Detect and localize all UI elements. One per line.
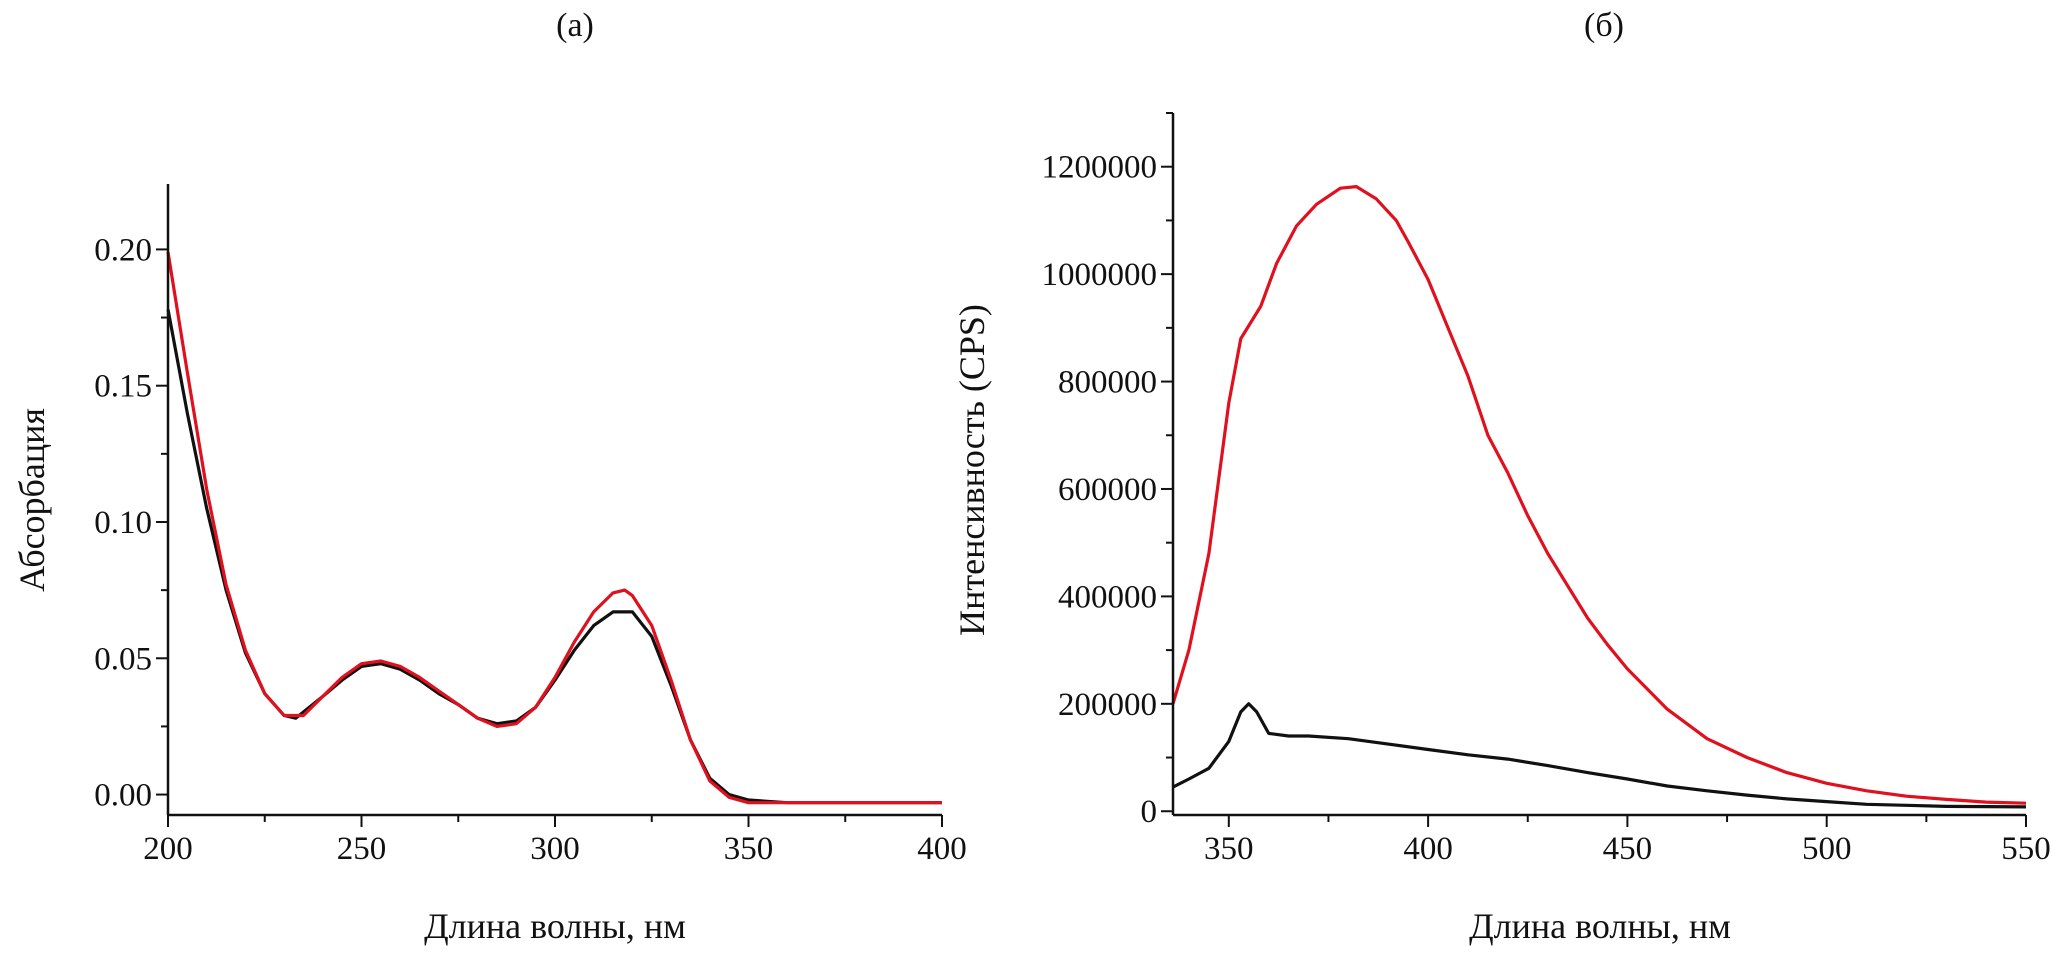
panel-a-x-axis-label: Длина волны, нм xyxy=(424,906,686,946)
panel-a-y-tick-label: 0.15 xyxy=(94,369,152,405)
panel-b-x-tick-label: 550 xyxy=(2001,831,2051,867)
panel-b-y-tick-label: 800000 xyxy=(1058,365,1157,401)
panel-a-y-tick-label: 0.00 xyxy=(94,778,152,814)
panel-b-x-tick-label: 350 xyxy=(1204,831,1254,867)
panel-b-x-tick-label: 500 xyxy=(1802,831,1852,867)
panel-b-y-tick-label: 200000 xyxy=(1058,687,1157,723)
panel-a-y-tick-label: 0.05 xyxy=(94,641,152,677)
panel-a-x-tick-label: 250 xyxy=(337,831,387,867)
panel-b-x-tick-label: 400 xyxy=(1403,831,1453,867)
panel-a-absorbance-chart: (а) Длина волны, нм Абсорбация 200 250 300… xyxy=(12,7,967,946)
panel-a-y-axis-label: Абсорбация xyxy=(12,408,52,592)
panel-b-x-tick-label: 450 xyxy=(1603,831,1653,867)
panel-b-label: (б) xyxy=(1584,7,1624,44)
panel-a-y-tick-label: 0.10 xyxy=(94,505,152,541)
panel-a-x-tick-label: 350 xyxy=(724,831,774,867)
panel-a-y-tick-label: 0.20 xyxy=(94,232,152,268)
panel-a-series-red-line xyxy=(166,251,942,805)
panel-b-y-tick-label: 400000 xyxy=(1058,579,1157,615)
panel-a-x-tick-label: 300 xyxy=(530,831,580,867)
panel-a-label: (а) xyxy=(556,7,594,44)
panel-b-series-red-line xyxy=(1171,185,2027,805)
panel-b-y-tick-label: 600000 xyxy=(1058,472,1157,508)
panel-a-x-tick-label: 200 xyxy=(143,831,193,867)
panel-b-y-tick-label: 1200000 xyxy=(1042,150,1158,186)
panel-b-y-tick-label: 1000000 xyxy=(1042,257,1158,293)
panel-a-x-tick-label: 400 xyxy=(917,831,967,867)
panel-a-series-black-line xyxy=(166,309,942,805)
panel-b-intensity-chart: (б) Длина волны, нм Интенсивность (CPS) … xyxy=(952,7,2051,946)
panel-b-series-black-line xyxy=(1172,702,2027,809)
panel-b-y-tick-label: 0 xyxy=(1141,794,1158,830)
panel-b-x-axis-label: Длина волны, нм xyxy=(1469,906,1731,946)
panel-b-y-axis-label: Интенсивность (CPS) xyxy=(952,304,992,636)
